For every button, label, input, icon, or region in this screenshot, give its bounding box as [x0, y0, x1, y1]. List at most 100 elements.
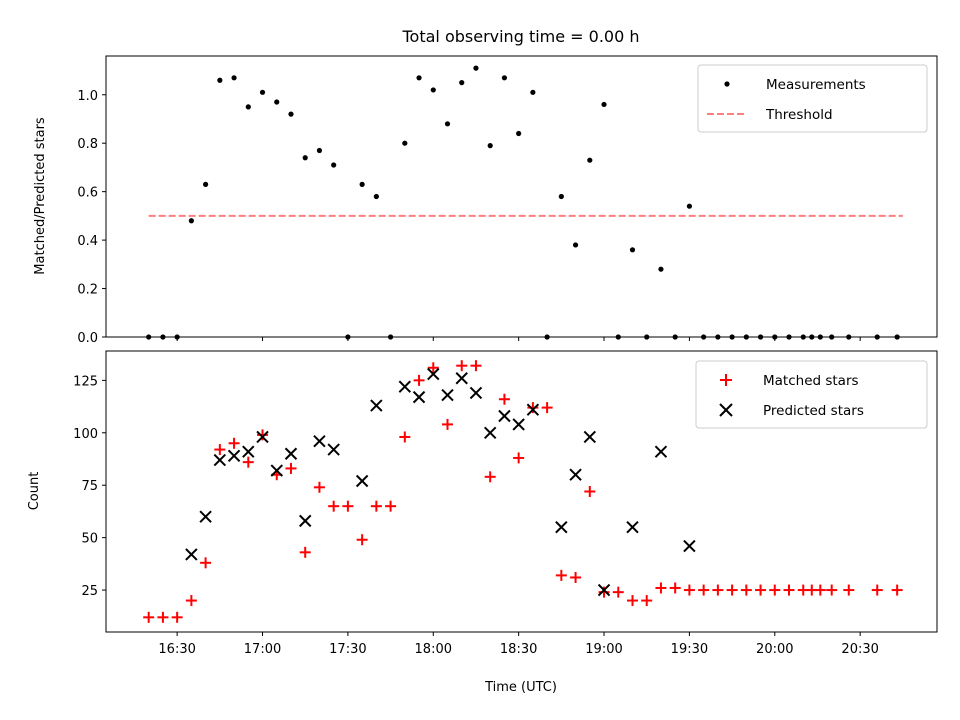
matched-star-point — [626, 595, 638, 607]
top-y-tick-label: 0.2 — [77, 283, 98, 298]
matched-star-point — [826, 584, 838, 596]
predicted-star-point — [569, 468, 582, 481]
predicted-star-point — [370, 399, 383, 412]
measurement-point — [800, 334, 806, 340]
top-y-axis-label: Matched/Predicted stars — [33, 117, 48, 275]
measurement-point — [786, 334, 792, 340]
matched-star-point — [527, 402, 539, 414]
measurement-point — [302, 155, 308, 161]
matched-star-point — [427, 362, 439, 374]
predicted-star-point — [455, 372, 468, 385]
predicted-star-point — [284, 447, 298, 460]
matched-star-point — [413, 374, 425, 386]
matched-star-point — [698, 584, 710, 596]
measurement-point — [160, 334, 166, 340]
x-tick-label: 20:00 — [756, 642, 793, 657]
predicted-star-point — [498, 409, 511, 423]
bottom-legend: Matched stars Predicted stars — [695, 360, 928, 429]
measurement-point — [359, 181, 365, 187]
measurement-point — [615, 334, 621, 340]
top-axes-frame — [105, 55, 938, 338]
measurement-point — [572, 242, 579, 248]
matched-star-point — [470, 360, 482, 372]
matched-star-point — [399, 431, 411, 443]
measurement-point — [174, 334, 180, 340]
bottom-y-tick-label: 100 — [73, 427, 98, 442]
bottom-plot-area: 16:30 17:00 17:30 18:00 18:30 19:00 19:30 20:00… — [73, 350, 938, 657]
measurement-point — [658, 266, 664, 272]
predicted-star-point — [227, 449, 241, 463]
bottom-y-tick-label: 75 — [81, 479, 98, 494]
legend-measurements-label: Measurements — [766, 77, 866, 93]
predicted-star-point — [213, 453, 227, 467]
predicted-star-point — [299, 514, 312, 528]
predicted-star-point — [555, 520, 568, 534]
matched-star-point — [370, 500, 382, 512]
legend-predicted-marker — [719, 403, 733, 417]
matched-star-point — [814, 584, 826, 596]
matched-star-point — [655, 582, 667, 594]
measurement-point — [501, 75, 508, 81]
matched-star-point — [157, 611, 169, 623]
legend-matched-marker — [720, 374, 732, 386]
bottom-legend-frame — [695, 360, 928, 429]
matched-star-point — [385, 500, 397, 512]
measurement-point — [729, 334, 735, 340]
measurement-point — [487, 143, 493, 149]
measurement-point — [629, 247, 636, 253]
x-tick-label: 17:30 — [329, 642, 366, 657]
predicted-star-point — [398, 380, 412, 393]
measurement-point — [743, 334, 749, 340]
bottom-y-tick-label: 125 — [73, 374, 98, 389]
legend-measurements-marker — [724, 81, 730, 87]
matched-star-point — [871, 584, 883, 596]
matched-star-point — [513, 452, 525, 464]
x-tick-label: 20:30 — [841, 642, 878, 657]
top-y-tick-label: 1.0 — [77, 89, 98, 104]
predicted-star-point — [199, 510, 212, 523]
predicted-star-point — [313, 434, 326, 448]
matched-star-point — [843, 584, 855, 596]
matched-star-point — [171, 611, 183, 623]
measurement-point — [188, 218, 194, 224]
matched-star-point — [498, 393, 510, 405]
matched-star-point — [456, 360, 468, 372]
predicted-star-point — [427, 367, 440, 381]
matched-star-point — [285, 462, 297, 474]
matched-star-point — [755, 584, 767, 596]
measurement-point — [686, 203, 693, 209]
predicted-star-point — [270, 464, 283, 477]
top-legend-frame — [697, 64, 928, 133]
measurement-point — [516, 130, 522, 137]
matched-star-point — [683, 584, 695, 596]
measurement-point — [846, 334, 852, 340]
measurement-point — [444, 121, 451, 127]
matched-star-point — [185, 595, 197, 607]
measurement-point — [402, 140, 408, 146]
matched-star-point — [783, 584, 795, 596]
matched-star-point — [769, 584, 781, 596]
top-y-tick-label: 0.4 — [77, 234, 98, 249]
predicted-star-point — [683, 539, 696, 553]
x-tick-label: 18:00 — [415, 642, 452, 657]
matched-star-point — [484, 471, 496, 483]
measurement-point — [644, 334, 650, 340]
bottom-y-tick-label: 25 — [81, 584, 98, 599]
measurement-point — [217, 77, 223, 83]
predicted-star-point — [327, 443, 340, 456]
measurement-point — [829, 334, 835, 340]
measurement-point — [715, 334, 721, 340]
measurement-point — [817, 334, 823, 340]
predicted-star-point — [526, 403, 540, 416]
predicted-star-point — [242, 445, 255, 458]
measurement-point — [601, 101, 607, 108]
top-y-tick-label: 0.8 — [77, 137, 98, 152]
measurement-point — [274, 99, 280, 105]
matched-star-point — [584, 486, 596, 497]
matched-star-point — [442, 418, 454, 430]
top-y-tick-label: 0.6 — [77, 186, 98, 201]
x-axis-label: Time (UTC) — [484, 680, 557, 695]
matched-star-point — [214, 444, 226, 456]
matched-star-point — [143, 611, 155, 623]
